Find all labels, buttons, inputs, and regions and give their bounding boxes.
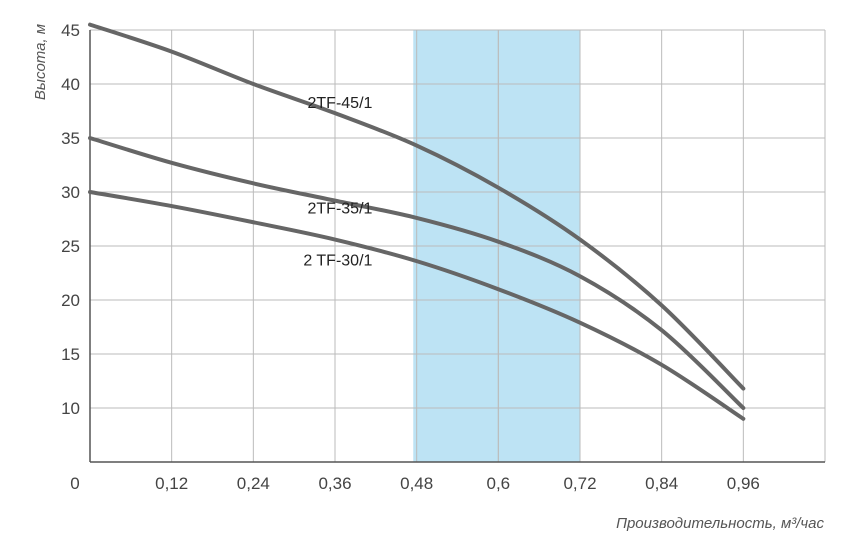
grid (90, 29, 826, 462)
x-tick-label: 0,84 (645, 474, 678, 493)
axes (89, 30, 825, 463)
y-tick-label: 20 (61, 291, 80, 310)
curve-labels: 2TF-45/1 2TF-35/1 2 TF-30/1 (303, 95, 372, 270)
x-tick-label: 0 (70, 474, 79, 493)
tick-labels: 0 0,12 0,24 0,36 0,48 0,6 0,72 0,84 0,96 10 15 20 25… (61, 21, 760, 493)
y-tick-label: 30 (61, 183, 80, 202)
series-line-2 (88, 136, 746, 410)
x-tick-label: 0,6 (487, 474, 511, 493)
x-tick-label: 0,72 (563, 474, 596, 493)
y-tick-label: 40 (61, 75, 80, 94)
series-line-3 (88, 190, 746, 421)
x-axis-title: Производительность, м³/час (616, 515, 824, 532)
y-axis-title: Высота, м (32, 24, 49, 100)
x-tick-label: 0,48 (400, 474, 433, 493)
y-tick-label: 25 (61, 237, 80, 256)
x-tick-label: 0,12 (155, 474, 188, 493)
series-label-2: 2TF-35/1 (308, 201, 373, 218)
x-tick-label: 0,36 (318, 474, 351, 493)
x-tick-label: 0,24 (237, 474, 270, 493)
series-label-3: 2 TF-30/1 (303, 252, 372, 269)
curves (88, 22, 746, 421)
y-tick-label: 15 (61, 345, 80, 364)
y-tick-label: 35 (61, 129, 80, 148)
y-tick-label: 45 (61, 21, 80, 40)
series-label-1: 2TF-45/1 (308, 95, 373, 112)
x-tick-label: 0,96 (727, 474, 760, 493)
series-line-1 (88, 22, 746, 391)
y-tick-label: 10 (61, 399, 80, 418)
